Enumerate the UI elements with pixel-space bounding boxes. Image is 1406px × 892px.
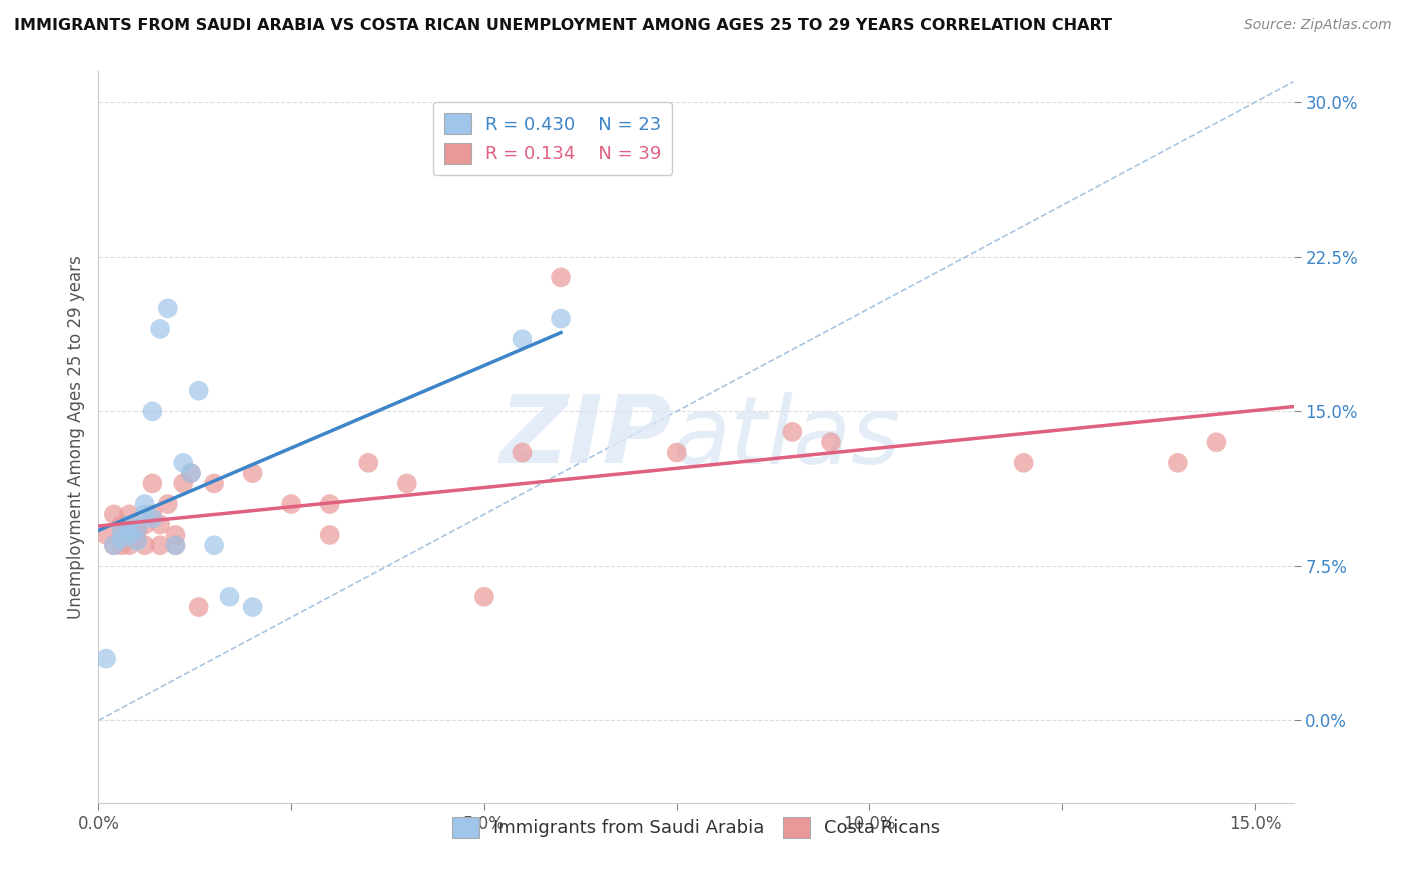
Legend: Immigrants from Saudi Arabia, Costa Ricans: Immigrants from Saudi Arabia, Costa Rica… [444, 810, 948, 845]
Point [110, 524, 132, 538]
Point [165, 538, 187, 552]
Point [118, 538, 141, 552]
Point [149, 538, 172, 552]
Point [134, 508, 156, 522]
Point [180, 466, 202, 480]
Point [141, 508, 163, 522]
Point [110, 532, 132, 546]
Point [782, 425, 804, 439]
Point [125, 534, 148, 549]
Y-axis label: Unemployment Among Ages 25 to 29 years: Unemployment Among Ages 25 to 29 years [66, 255, 84, 619]
Point [202, 476, 225, 491]
Point [125, 532, 148, 546]
Point [103, 538, 125, 552]
Point [110, 528, 132, 542]
Point [156, 497, 179, 511]
Point [141, 476, 163, 491]
Point [280, 497, 302, 511]
Point [141, 404, 163, 418]
Point [319, 497, 342, 511]
Point [165, 538, 187, 552]
Point [103, 538, 125, 552]
Point [395, 476, 418, 491]
Point [180, 466, 202, 480]
Point [357, 456, 380, 470]
Point [1012, 456, 1035, 470]
Point [156, 301, 179, 316]
Point [242, 600, 264, 615]
Point [118, 528, 141, 542]
Point [550, 270, 572, 285]
Text: Source: ZipAtlas.com: Source: ZipAtlas.com [1244, 18, 1392, 32]
Point [172, 456, 194, 470]
Point [242, 466, 264, 480]
Text: ZIP: ZIP [499, 391, 672, 483]
Point [118, 517, 141, 532]
Point [820, 435, 842, 450]
Point [665, 445, 688, 459]
Point [125, 524, 148, 538]
Point [512, 332, 534, 346]
Point [118, 528, 141, 542]
Point [319, 528, 342, 542]
Point [187, 384, 209, 398]
Text: IMMIGRANTS FROM SAUDI ARABIA VS COSTA RICAN UNEMPLOYMENT AMONG AGES 25 TO 29 YEA: IMMIGRANTS FROM SAUDI ARABIA VS COSTA RI… [14, 18, 1112, 33]
Point [141, 511, 163, 525]
Point [172, 476, 194, 491]
Point [110, 517, 132, 532]
Point [125, 522, 148, 536]
Point [1167, 456, 1189, 470]
Point [134, 517, 156, 532]
Point [118, 508, 141, 522]
Text: atlas: atlas [672, 392, 900, 483]
Point [187, 600, 209, 615]
Point [110, 538, 132, 552]
Point [165, 528, 187, 542]
Point [472, 590, 495, 604]
Point [149, 517, 172, 532]
Point [94, 651, 117, 665]
Point [103, 508, 125, 522]
Point [550, 311, 572, 326]
Point [512, 445, 534, 459]
Point [134, 538, 156, 552]
Point [94, 528, 117, 542]
Point [202, 538, 225, 552]
Point [218, 590, 240, 604]
Point [134, 497, 156, 511]
Point [149, 322, 172, 336]
Point [1205, 435, 1227, 450]
